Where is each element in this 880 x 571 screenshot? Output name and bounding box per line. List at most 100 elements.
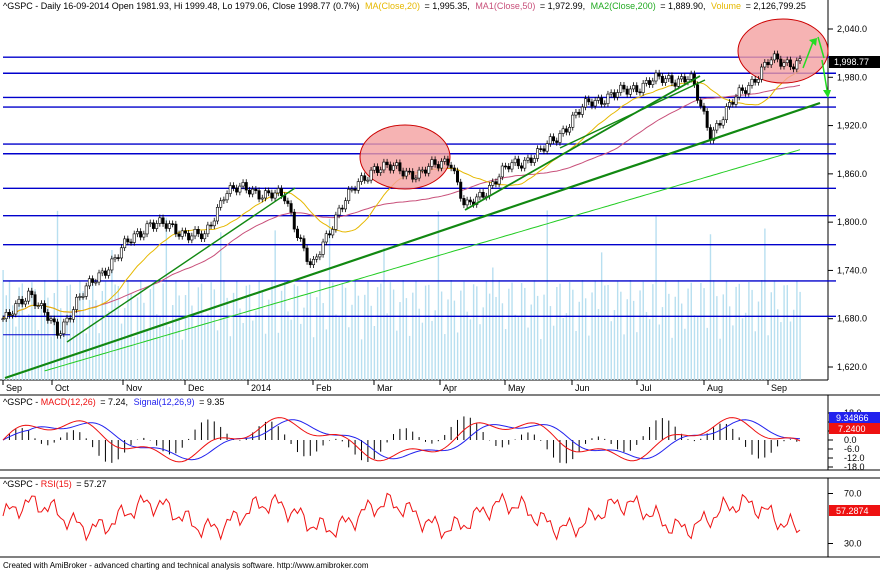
candle-body: [174, 223, 178, 235]
x-tick-label: Sep: [6, 383, 22, 393]
candle-body: [123, 238, 127, 249]
candle-body: [408, 170, 412, 173]
volume-bar: [15, 326, 17, 380]
volume-bar: [552, 325, 555, 380]
candle-body: [321, 241, 325, 255]
x-tick-label: Jul: [640, 383, 652, 393]
volume-bar: [786, 285, 788, 380]
volume-bar: [479, 324, 481, 380]
volume-bar: [514, 314, 516, 380]
candle-body: [350, 188, 354, 191]
candle-body: [286, 200, 290, 204]
volume-bar: [56, 210, 59, 380]
candle-body: [110, 258, 114, 271]
volume-bar: [60, 308, 62, 380]
volume-bar: [335, 314, 337, 380]
price-y-tick-label: 1,860.0: [837, 169, 867, 179]
macd-value: = 7.24,: [100, 397, 128, 407]
ma20-legend: MA(Close,20): [365, 1, 420, 11]
candle-body: [411, 171, 415, 180]
candle-body: [446, 158, 450, 166]
volume-bar: [728, 306, 731, 380]
volume-bar: [770, 292, 772, 380]
candle-body: [23, 300, 27, 305]
candle-body: [385, 161, 389, 166]
volume-bar: [162, 283, 164, 380]
volume-bar: [597, 308, 600, 380]
candle-body: [388, 164, 392, 171]
candle-body: [424, 169, 428, 174]
candle-body: [292, 211, 296, 230]
macd-y-tick-label: -6.0: [844, 444, 860, 454]
candle-body: [353, 188, 357, 191]
candle-body: [462, 198, 466, 206]
volume-bar: [47, 297, 49, 380]
volume-bar: [421, 322, 424, 380]
candle-body: [536, 148, 540, 159]
candle-body: [187, 232, 191, 241]
candle-body: [638, 91, 642, 94]
volume-bar: [626, 299, 628, 380]
volume-bar: [469, 319, 472, 380]
candle-body: [254, 188, 258, 191]
volume-bar: [21, 283, 24, 380]
candle-body: [33, 294, 37, 307]
candle-body: [776, 53, 780, 60]
volume-bar: [498, 280, 500, 380]
candle-body: [648, 80, 652, 85]
candle-body: [308, 261, 312, 266]
price-y-tick-label: 1,800.0: [837, 217, 867, 227]
volume-bar: [399, 302, 401, 380]
candle-body: [561, 128, 565, 134]
candle-body: [766, 62, 770, 66]
volume-bar: [226, 297, 228, 380]
volume-bar: [216, 330, 219, 380]
volume-bar: [732, 325, 734, 380]
volume-bar: [456, 332, 459, 380]
candle-body: [625, 88, 629, 95]
candle-body: [689, 73, 693, 80]
volume-bar: [53, 293, 56, 380]
volume-bar: [351, 304, 353, 380]
candle-body: [785, 59, 789, 64]
volume-bar: [344, 287, 347, 380]
candle-body: [46, 312, 50, 321]
candle-body: [724, 106, 728, 121]
volume-bar: [764, 228, 766, 380]
volume-bar: [466, 311, 468, 380]
volume-bar: [645, 311, 648, 380]
rsi-value-badge: 57.2874: [829, 505, 880, 516]
volume-bar: [450, 280, 452, 380]
candle-body: [116, 257, 120, 259]
macd-path: [2, 417, 801, 463]
candle-body: [456, 170, 460, 183]
volume-bar: [312, 337, 315, 380]
candle-body: [452, 167, 456, 172]
candle-body: [750, 78, 754, 86]
candle-body: [468, 199, 472, 203]
volume-bar: [754, 331, 756, 380]
candle-body: [17, 298, 21, 304]
candle-body: [619, 84, 623, 93]
candle-body: [699, 99, 703, 107]
volume-bar: [568, 282, 571, 380]
candle-body: [718, 123, 722, 126]
volume-bar: [159, 316, 161, 380]
volume-bar: [245, 285, 248, 380]
svg-text:1,998.77: 1,998.77: [834, 57, 869, 67]
volume-bar: [684, 328, 686, 380]
candle-body: [158, 217, 162, 224]
volume-bar: [18, 287, 20, 380]
candle-body: [715, 123, 719, 131]
rsi-header: ^GSPC - RSI(15) = 57.27: [3, 479, 107, 489]
candle-body: [737, 87, 741, 98]
candle-body: [91, 278, 95, 283]
macd-histogram: [8, 416, 798, 464]
volume-bar: [104, 281, 107, 380]
volume-bar: [165, 217, 168, 380]
volume-bar: [549, 306, 552, 380]
volume-bar: [757, 301, 760, 380]
volume-bar: [373, 326, 376, 380]
volume-bar: [632, 300, 635, 380]
candle-body: [600, 97, 604, 105]
